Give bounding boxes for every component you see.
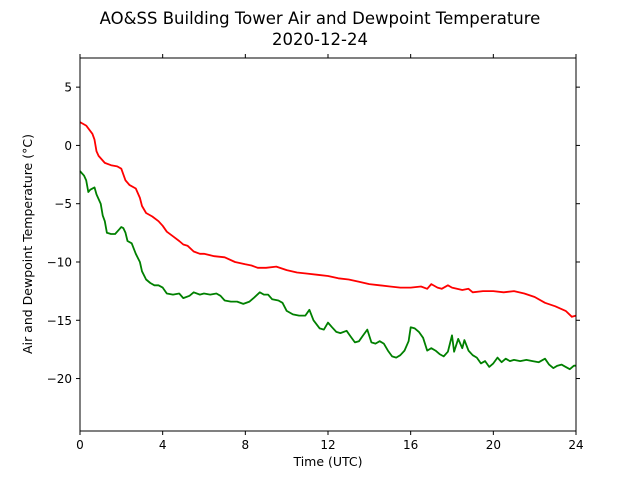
y-tick-label: −5 (54, 197, 72, 211)
plot-frame (79, 57, 577, 432)
y-tick-label: −20 (47, 372, 72, 386)
y-tick-label: −15 (47, 314, 72, 328)
x-tick-label: 0 (76, 438, 84, 452)
y-tick-label: −10 (47, 255, 72, 269)
x-tick-label: 8 (242, 438, 250, 452)
x-tick-label: 4 (159, 438, 167, 452)
y-axis-label: Air and Dewpoint Temperature (°C) (20, 134, 35, 354)
x-tick-label: 12 (320, 438, 335, 452)
x-tick-label: 16 (403, 438, 418, 452)
x-axis-ticks: 0 4 8 12 16 20 24 (76, 54, 584, 452)
series-line-2 (79, 170, 576, 371)
series-lines (79, 121, 577, 371)
y-axis-ticks: 5 0 −5 −10 −15 −20 (47, 81, 580, 386)
y-tick-label: 5 (64, 81, 72, 95)
y-tick-label: 0 (64, 139, 72, 153)
x-axis-label: Time (UTC) (292, 454, 362, 469)
chart-subtitle: 2020-12-24 (272, 30, 368, 49)
series-line-1 (79, 121, 577, 318)
x-tick-label: 20 (486, 438, 501, 452)
x-tick-label: 24 (568, 438, 583, 452)
chart-title: AO&SS Building Tower Air and Dewpoint Te… (100, 9, 541, 28)
